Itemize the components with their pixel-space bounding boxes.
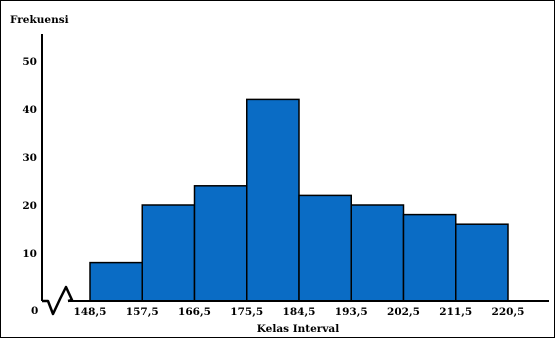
histogram-bar xyxy=(298,194,352,302)
x-tick-label: 211,5 xyxy=(439,306,472,318)
x-axis-title: Kelas Interval xyxy=(257,323,339,335)
x-tick-label: 202,5 xyxy=(387,306,420,318)
axis-break-mark xyxy=(42,285,74,316)
y-tick-label: 50 xyxy=(22,56,37,68)
histogram-bar xyxy=(455,223,509,302)
y-tick-label: 20 xyxy=(22,200,37,212)
y-tick-label: 40 xyxy=(22,104,37,116)
histogram-bar xyxy=(141,204,196,302)
axes-layer xyxy=(41,34,549,316)
x-tick-label: 193,5 xyxy=(335,306,368,318)
histogram-bar xyxy=(193,185,248,302)
y-tick-label: 30 xyxy=(22,152,37,164)
x-tick-label: 184,5 xyxy=(283,306,316,318)
x-tick-label: 166,5 xyxy=(178,306,211,318)
x-tick-label: 157,5 xyxy=(126,306,159,318)
x-tick-label: 175,5 xyxy=(230,306,263,318)
histogram-bar xyxy=(246,98,300,302)
x-tick-label: 148,5 xyxy=(74,306,107,318)
y-tick-label: 10 xyxy=(22,248,37,260)
histogram-bar xyxy=(402,213,457,302)
bars-layer xyxy=(89,98,509,302)
histogram-bar xyxy=(350,204,405,302)
x-tick-label: 220,5 xyxy=(492,306,525,318)
origin-label: 0 xyxy=(31,305,38,317)
ticks-layer: 10 20 30 40 50 148,5 157,5 166,5 175,5 184,5 193,5… xyxy=(22,56,524,318)
histogram-bar xyxy=(89,261,143,302)
y-axis-title: Frekuensi xyxy=(10,14,69,26)
